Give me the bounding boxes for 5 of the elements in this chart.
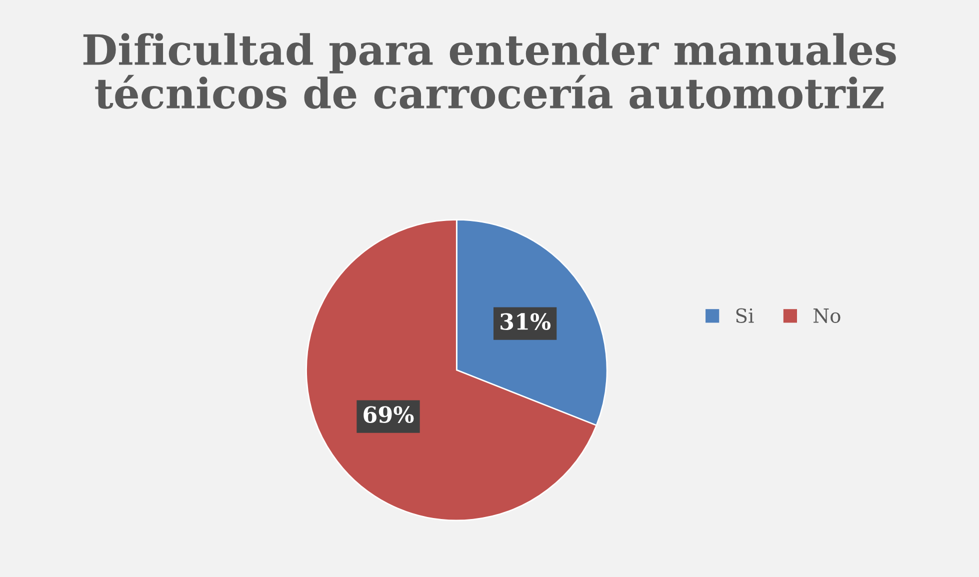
chart-title: Dificultad para entender manuales técnicos de carrocería automotriz [83,33,896,109]
data-label: 69% [364,406,414,423]
legend-label: Si [736,308,754,323]
legend-label: No [814,308,840,323]
data-label: 31% [500,313,551,330]
